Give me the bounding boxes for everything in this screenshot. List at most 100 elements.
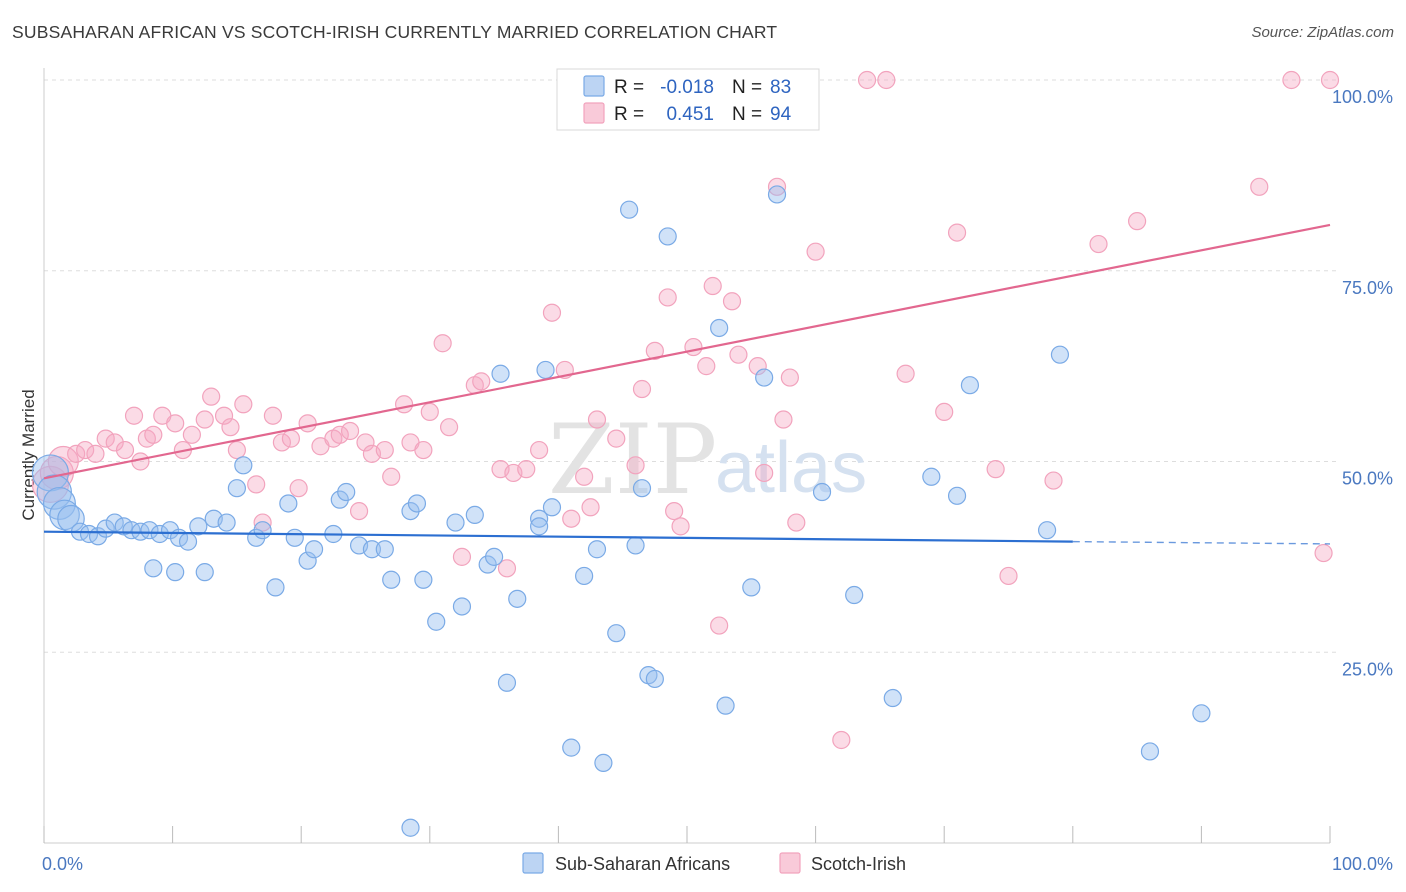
chart-source: Source: ZipAtlas.com	[1251, 24, 1394, 41]
point-sub-saharan-28	[279, 494, 298, 513]
point-sub-saharan-48	[485, 547, 504, 566]
point-sub-saharan-11	[122, 521, 141, 540]
point-scotch-irish-74	[755, 463, 774, 483]
point-sub-saharan-78	[1037, 521, 1057, 540]
point-sub-saharan-9	[105, 513, 124, 532]
point-scotch-irish-83	[896, 364, 915, 383]
point-scotch-irish-8	[115, 440, 135, 460]
point-sub-saharan-25	[234, 456, 253, 475]
legend-n-label-blue: N =	[732, 77, 762, 98]
point-scotch-irish-60	[626, 456, 645, 475]
point-scotch-irish-58	[587, 410, 607, 429]
point-scotch-irish-47	[472, 372, 491, 391]
point-sub-saharan-63	[632, 479, 652, 498]
bottom-legend-swatch-blue	[522, 852, 544, 874]
point-scotch-irish-65	[671, 517, 690, 536]
point-scotch-irish-16	[182, 425, 201, 444]
point-scotch-irish-35	[356, 433, 375, 452]
x-tick-label-0: 0.0%	[42, 854, 83, 874]
point-sub-saharan-72	[812, 482, 832, 502]
bottom-legend-label-pink: Scotch-Irish	[811, 854, 906, 874]
point-sub-saharan-39	[382, 570, 401, 589]
point-scotch-irish-91	[1282, 70, 1301, 90]
chart-title: SUBSAHARAN AFRICAN VS SCOTCH-IRISH CURRE…	[12, 22, 778, 42]
point-scotch-irish-26	[272, 433, 292, 452]
grid-lines	[44, 79, 1340, 653]
trend-line-sub-saharan	[43, 530, 1073, 543]
legend-swatch-blue	[583, 75, 605, 97]
point-scotch-irish-20	[221, 418, 240, 437]
point-sub-saharan-43	[427, 612, 446, 631]
point-scotch-irish-21	[227, 440, 246, 460]
point-scotch-irish-28	[289, 479, 308, 498]
point-scotch-irish-37	[375, 440, 394, 460]
point-scotch-irish-53	[542, 303, 562, 322]
point-scotch-irish-14	[166, 414, 185, 433]
point-sub-saharan-20	[166, 563, 185, 582]
point-scotch-irish-66	[684, 337, 703, 357]
point-sub-saharan-34	[330, 490, 349, 509]
point-sub-saharan-13	[140, 521, 159, 540]
point-sub-saharan-73	[845, 585, 864, 605]
point-scotch-irish-38	[382, 467, 401, 486]
point-scotch-irish-5	[86, 444, 105, 463]
legend-n-value-blue: 83	[770, 77, 791, 98]
point-scotch-irish-7	[105, 433, 124, 452]
x-tick-labels: 0.0% 100.0%	[42, 854, 1393, 874]
point-scotch-irish-75	[767, 177, 787, 196]
point-scotch-irish-33	[340, 421, 360, 441]
point-sub-saharan-74	[883, 688, 902, 708]
legend-n-label-pink: N =	[732, 104, 762, 125]
point-scotch-irish-42	[420, 402, 439, 422]
point-scotch-irish-57	[581, 498, 600, 517]
legend-n-value-pink: 94	[770, 104, 792, 125]
point-scotch-irish-24	[253, 513, 272, 532]
point-sub-saharan-62	[626, 536, 645, 555]
point-scotch-irish-82	[877, 70, 896, 90]
point-scotch-irish-67	[697, 357, 716, 376]
point-sub-saharan-70	[755, 368, 774, 387]
point-sub-saharan-77	[960, 376, 980, 395]
point-scotch-irish-22	[234, 395, 253, 414]
point-scotch-irish-19	[214, 406, 234, 425]
point-sub-saharan-35	[337, 482, 356, 502]
point-sub-saharan-76	[947, 486, 967, 505]
point-scotch-irish-87	[999, 566, 1018, 586]
point-scotch-irish-44	[439, 418, 459, 437]
legend-r-value-pink: 0.451	[666, 104, 714, 125]
x-tick-label-100: 100.0%	[1332, 854, 1393, 874]
point-sub-saharan-67	[710, 318, 729, 338]
point-scotch-irish-64	[665, 501, 684, 521]
point-sub-saharan-31	[298, 551, 317, 570]
point-scotch-irish-89	[1127, 212, 1147, 231]
watermark-atlas: atlas	[715, 428, 867, 508]
point-sub-saharan-40	[401, 501, 420, 521]
point-sub-saharan-38	[375, 540, 394, 559]
point-scotch-irish-90	[1250, 177, 1269, 196]
point-scotch-irish-32	[330, 425, 349, 444]
point-sub-saharan-32	[304, 540, 324, 559]
point-scotch-irish-25	[263, 406, 283, 425]
point-sub-saharan-37	[362, 540, 382, 559]
point-sub-saharan-49	[491, 364, 510, 383]
point-sub-saharan-17	[178, 532, 198, 551]
point-scotch-irish-4	[76, 440, 95, 460]
point-scotch-irish-84	[935, 402, 954, 422]
point-sub-saharan-82	[401, 818, 420, 837]
point-sub-saharan-45	[452, 597, 472, 616]
point-scotch-irish-80	[832, 730, 851, 750]
point-scotch-irish-86	[986, 460, 1005, 479]
bottom-legend-label-blue: Sub-Saharan Africans	[555, 854, 730, 874]
point-sub-saharan-18	[189, 517, 208, 536]
point-scotch-irish-93	[1320, 70, 1340, 90]
point-scotch-irish-29	[298, 414, 317, 433]
point-scotch-irish-73	[748, 357, 767, 376]
point-scotch-irish-70	[722, 292, 742, 311]
point-sub-saharan-42	[414, 570, 433, 589]
legend-swatch-pink	[583, 102, 605, 124]
point-sub-saharan-71	[767, 185, 787, 204]
point-scotch-irish-61	[632, 379, 652, 399]
point-sub-saharan-44	[446, 513, 465, 532]
y-tick-label-100: 100.0%	[1332, 87, 1393, 107]
